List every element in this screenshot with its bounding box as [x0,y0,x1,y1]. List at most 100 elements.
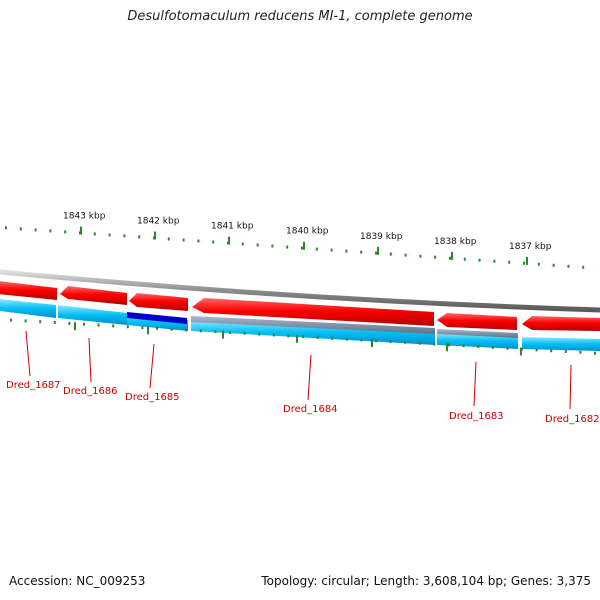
tick-mark [212,240,215,244]
tick-mark [523,261,525,265]
gene-label-dred-1686[interactable]: Dred_1686 [63,386,118,397]
leader-dred-1687 [25,330,31,377]
kbp-scale-labels: 1843 kbp 1842 kbp 1841 kbp 1840 kbp 1839 kbp… [63,212,552,252]
major-tick-mark [377,246,379,255]
major-tick-mark [74,322,76,331]
slate-band [437,329,518,338]
tick-mark [287,334,290,338]
tick-mark [138,235,141,239]
major-tick-mark [80,226,82,235]
forward-gene-track [0,281,600,331]
tick-mark [389,340,392,344]
tick-mark [404,253,407,257]
major-tick-mark [296,334,298,343]
genome-summary-text: Topology: circular; Length: 3,608,104 bp… [261,574,591,588]
tick-mark [19,227,22,231]
tick-mark [258,332,261,336]
leader-dred-1683 [473,361,477,407]
tick-mark [156,326,158,330]
tick-mark [64,230,67,234]
tick-mark [199,329,202,333]
tick-mark [185,328,188,332]
major-tick-mark [303,241,305,250]
tick-mark [167,237,170,241]
tick-mark [360,338,363,342]
kbp-tick-label: 1842 kbp [137,217,180,227]
cyan-band [522,337,600,351]
gene-arrow-dred-1686[interactable] [60,286,127,305]
tick-mark [419,254,422,258]
tick-mark [272,333,275,337]
major-tick-mark [228,236,230,245]
tick-mark [433,342,436,346]
tick-mark [360,250,363,254]
tick-mark [126,325,129,329]
major-tick-mark [222,330,224,339]
tick-mark [535,348,538,352]
highlight-gene-dred-1685[interactable] [127,312,187,324]
gene-label-dred-1683[interactable]: Dred_1683 [449,411,504,422]
gene-label-dred-1685[interactable]: Dred_1685 [125,392,180,403]
kbp-tick-label: 1841 kbp [211,222,254,232]
reverse-track [0,299,600,351]
gene-arrow-dred-1685[interactable] [129,293,188,311]
tick-mark [330,248,333,252]
map-title: Desulfotomaculum reducens MI-1, complete… [127,9,473,24]
tick-mark [506,346,509,350]
tick-mark [316,335,319,339]
kbp-tick-label: 1843 kbp [63,212,106,222]
tick-mark [315,247,318,251]
gene-label-dred-1682[interactable]: Dred_1682 [545,414,600,425]
tick-mark [97,323,100,327]
tick-mark [243,331,246,335]
kbp-tick-label: 1837 kbp [509,242,552,252]
tick-mark [449,256,451,260]
tick-mark [331,336,334,340]
tick-mark [53,321,56,324]
tick-mark [5,226,7,230]
tick-mark [182,238,185,242]
tick-mark [302,335,304,339]
gene-arrow-dred-1687[interactable] [0,281,57,300]
tick-mark [463,257,466,261]
leader-dred-1682 [569,364,572,410]
tick-mark [301,246,303,250]
tick-mark [389,252,392,256]
tick-mark [123,234,126,238]
tick-mark [550,349,553,353]
tick-mark [39,320,42,324]
tick-mark [375,339,377,343]
gene-label-dred-1684[interactable]: Dred_1684 [283,404,338,415]
gene-label-dred-1687[interactable]: Dred_1687 [6,380,61,391]
tick-mark [375,251,377,255]
label-leaders [25,330,572,410]
tick-mark [141,326,144,329]
gene-arrow-dred-1684[interactable] [192,298,434,326]
tick-mark [49,229,52,233]
accession-text: Accession: NC_009253 [9,574,146,588]
major-tick-mark [446,343,448,352]
genome-backbone-track [0,269,600,313]
tick-mark [478,258,481,262]
kbp-tick-label: 1840 kbp [286,227,329,237]
major-tick-mark [147,326,149,335]
tick-mark [271,244,274,248]
tick-mark [418,341,421,345]
tick-mark [83,322,85,326]
tick-mark [434,255,437,259]
tick-mark [345,337,348,341]
tick-mark [10,318,12,322]
kbp-tick-label: 1839 kbp [360,232,403,242]
tick-mark [170,327,173,331]
tick-ruler-top [5,226,585,269]
leader-dred-1686 [88,337,92,383]
tick-mark [108,233,111,237]
tick-mark [24,319,27,323]
major-tick-mark [520,347,522,356]
gene-arrow-dred-1683[interactable] [437,313,517,330]
gene-arrow-dred-1682[interactable] [522,316,600,331]
major-tick-mark [526,256,528,265]
tick-mark [567,264,570,268]
slate-band [191,316,435,334]
